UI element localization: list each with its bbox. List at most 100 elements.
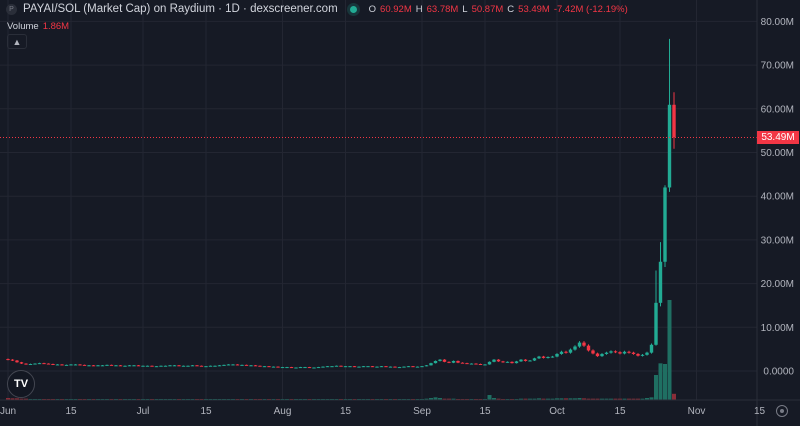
candle-body xyxy=(505,361,510,363)
candle-body xyxy=(672,104,676,138)
y-tick-label: 10.00M xyxy=(761,323,794,334)
candle-body xyxy=(573,346,577,350)
candle-body xyxy=(609,351,613,353)
candle-body xyxy=(204,366,208,368)
high-value: 63.78M xyxy=(426,3,459,15)
candle-body xyxy=(186,365,190,367)
x-tick-label: 15 xyxy=(65,406,77,417)
y-tick-label: 20.00M xyxy=(761,279,794,290)
candle-body xyxy=(118,365,123,367)
candle-body xyxy=(600,353,604,357)
candle-body xyxy=(618,352,622,354)
candle-body xyxy=(10,359,15,361)
volume-bar xyxy=(577,398,582,400)
volume-bar xyxy=(564,398,568,400)
candle-body xyxy=(379,366,384,368)
close-label: C xyxy=(507,3,515,15)
candle-body xyxy=(190,365,195,367)
volume-bar xyxy=(442,398,447,400)
candle-body xyxy=(388,366,393,368)
candle-body xyxy=(109,364,114,366)
candle-body xyxy=(159,365,163,367)
candle-body xyxy=(654,302,658,345)
volume-bar xyxy=(559,398,564,400)
x-tick-label: Sep xyxy=(413,406,431,417)
candle-body xyxy=(357,366,361,368)
volume-legend: Volume 1.86M xyxy=(7,21,69,32)
volume-bar xyxy=(496,398,501,400)
x-tick-label: 15 xyxy=(614,406,626,417)
candle-body xyxy=(60,364,64,366)
volume-bar xyxy=(528,398,532,400)
open-value: 60.92M xyxy=(380,3,412,15)
candle-body xyxy=(231,364,235,366)
candle-body xyxy=(370,366,375,368)
candle-body xyxy=(33,363,37,365)
volume-bar xyxy=(613,398,618,400)
candle-body xyxy=(591,350,595,354)
volume-bar xyxy=(627,398,631,400)
candle-body xyxy=(96,365,100,367)
candle-body xyxy=(145,365,150,367)
volume-bar xyxy=(622,398,627,400)
volume-value: 1.86M xyxy=(42,21,70,32)
volume-bar xyxy=(15,398,19,400)
x-tick-label: Jun xyxy=(0,406,16,417)
volume-bar xyxy=(429,398,433,400)
candle-body xyxy=(154,366,159,368)
candle-body xyxy=(235,364,240,366)
x-axis-ticks[interactable]: Jun 15 Jul 15 Aug 15 Sep 15 Oct 15 Nov 15 xyxy=(0,406,765,417)
grid-lines xyxy=(0,0,760,400)
candle-body xyxy=(330,366,334,368)
candle-body xyxy=(442,359,447,362)
candle-body xyxy=(294,367,298,369)
settings-icon[interactable] xyxy=(776,405,788,417)
candle-body xyxy=(492,359,496,362)
candle-body xyxy=(208,365,213,367)
candle-body xyxy=(451,360,456,363)
volume-bar xyxy=(550,398,555,400)
candle-body xyxy=(577,342,582,347)
volume-bar xyxy=(451,398,456,400)
candle-body xyxy=(528,360,532,362)
x-tick-label: Aug xyxy=(274,406,292,417)
candle-body xyxy=(69,364,73,366)
candle-body xyxy=(285,367,289,369)
y-tick-label: 60.00M xyxy=(761,104,794,115)
candle-body xyxy=(460,362,465,364)
volume-bar xyxy=(663,364,667,400)
low-value: 50.87M xyxy=(471,3,504,15)
volume-bar xyxy=(487,395,492,400)
candle-body xyxy=(622,351,627,354)
volume-bar xyxy=(645,398,649,400)
volume-bar xyxy=(600,398,604,400)
candle-body xyxy=(321,366,325,368)
change-value: -7.42M (-12.19%) xyxy=(553,3,628,15)
volume-bar xyxy=(19,398,24,400)
candle-body xyxy=(541,356,546,358)
market-status-icon xyxy=(349,5,357,13)
candle-body xyxy=(105,364,109,366)
candle-body xyxy=(465,363,469,365)
price-axis[interactable] xyxy=(757,0,800,400)
chart-legend: P PAYAI/SOL (Market Cap) on Raydium · 1D… xyxy=(6,3,628,15)
candle-body xyxy=(253,365,258,367)
candle-body xyxy=(519,359,523,362)
volume-bar xyxy=(537,398,541,400)
tradingview-logo[interactable]: TV xyxy=(7,370,35,398)
candle-body xyxy=(217,365,222,367)
candle-body xyxy=(631,352,636,354)
candle-body xyxy=(384,366,388,368)
candle-body xyxy=(586,345,591,351)
candle-body xyxy=(469,363,474,365)
candle-body xyxy=(411,366,415,368)
volume-bar xyxy=(447,398,451,400)
collapse-legend-button[interactable]: ▲ xyxy=(7,34,27,49)
candle-body xyxy=(78,364,82,366)
last-price-label: 53.49M xyxy=(757,131,799,144)
volume-bar xyxy=(667,300,672,400)
volume-bar xyxy=(640,398,645,400)
volume-bar xyxy=(586,398,591,400)
volume-bar xyxy=(433,397,438,400)
